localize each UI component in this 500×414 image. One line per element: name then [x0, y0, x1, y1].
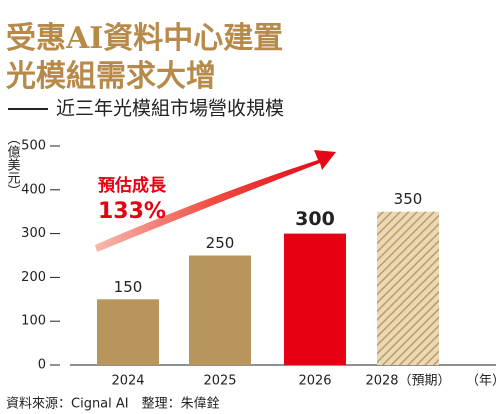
chart-title: 受惠AI資料中心建置: [6, 21, 283, 56]
bar: [97, 299, 159, 365]
data-label: 350: [394, 190, 423, 208]
y-axis-label: （億美元）: [5, 132, 21, 197]
x-tick-label: 2026: [298, 374, 331, 389]
growth-arrow: [95, 150, 336, 252]
data-label: 250: [206, 234, 235, 252]
x-tick-label: 2028（預期）: [365, 374, 450, 389]
y-tick-label: 200: [21, 270, 46, 285]
annotation: 預估成長: [98, 175, 167, 196]
y-tick-label: 500: [21, 139, 46, 154]
y-tick-label: 0: [38, 358, 46, 373]
data-label: 300: [295, 208, 335, 230]
data-label: 150: [114, 278, 143, 296]
bar: [189, 255, 251, 365]
y-tick-label: 100: [21, 314, 46, 329]
y-tick-label: 300: [21, 226, 46, 241]
x-tick-label: 2025: [203, 374, 236, 389]
chart-title: 光模組需求大增: [6, 59, 216, 94]
subtitle: 近三年光模組市場營收規模: [56, 98, 284, 120]
x-axis-label: （年）: [466, 374, 500, 389]
bar: [284, 233, 346, 365]
source: 資料來源：Cignal AI 整理：朱偉銓: [6, 397, 220, 412]
annotation: 133%: [98, 199, 166, 224]
y-tick-label: 400: [21, 182, 46, 197]
bar: [377, 211, 439, 365]
x-tick-label: 2024: [111, 374, 144, 389]
